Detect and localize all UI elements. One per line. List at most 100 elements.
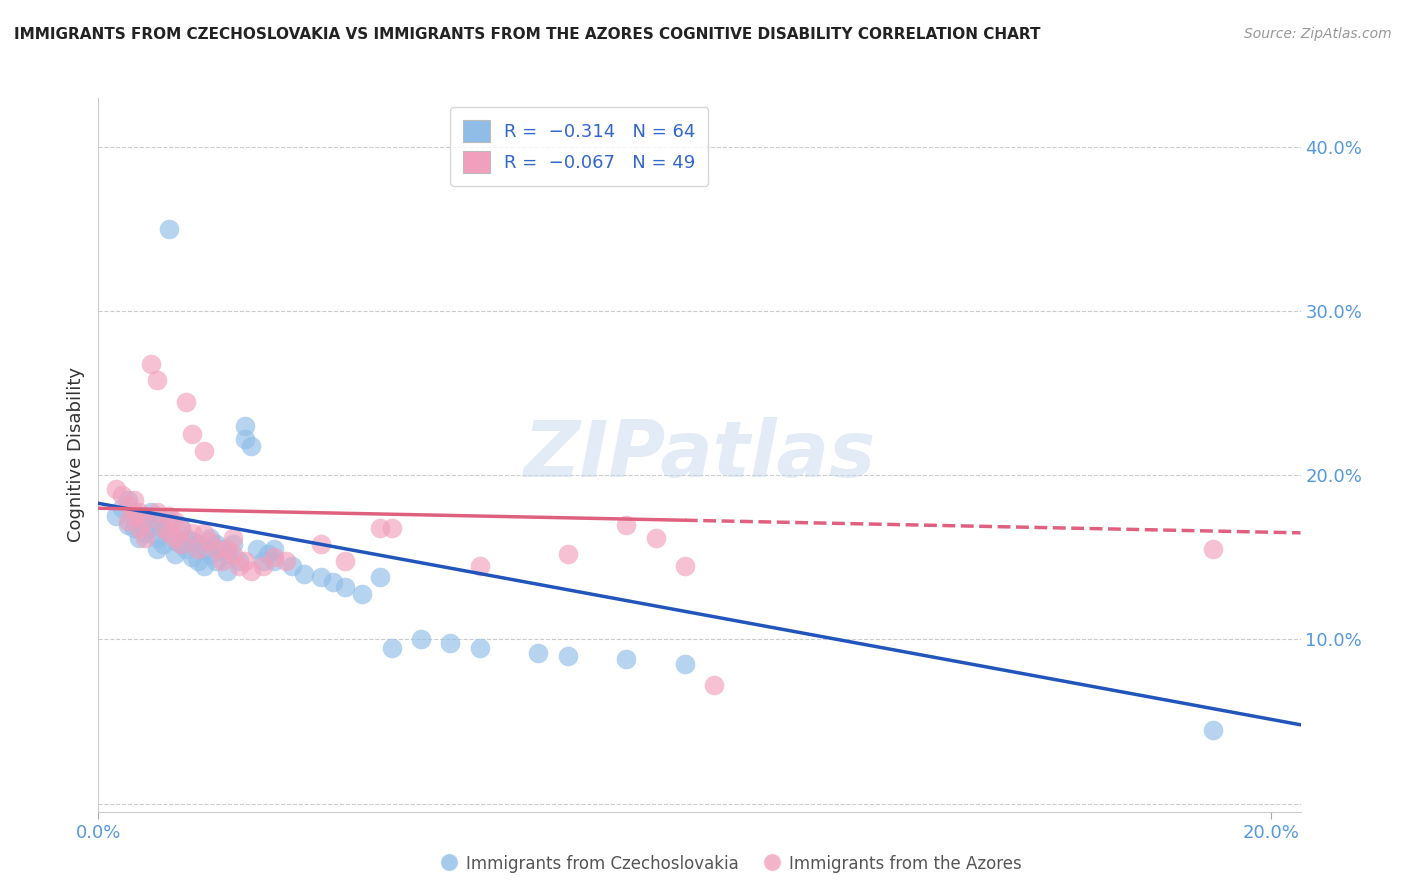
Point [193, 542, 215, 557]
Point [111, 501, 134, 516]
Point [281, 558, 304, 573]
Point [152, 521, 174, 535]
Point [222, 531, 245, 545]
Point [181, 550, 204, 565]
Point [187, 537, 209, 551]
Point [134, 531, 156, 545]
Point [381, 640, 404, 655]
Point [198, 534, 221, 549]
Point [309, 537, 332, 551]
Point [217, 564, 239, 578]
Point [673, 657, 696, 671]
Point [239, 439, 262, 453]
Point [128, 521, 150, 535]
Point [204, 542, 226, 557]
Point [333, 580, 356, 594]
Point [163, 531, 186, 545]
Point [176, 394, 198, 409]
Point [169, 537, 191, 551]
Point [352, 586, 374, 600]
Point [252, 558, 274, 573]
Point [176, 531, 198, 545]
Point [557, 648, 579, 663]
Point [409, 632, 432, 647]
Point [111, 488, 134, 502]
Point [187, 554, 209, 568]
Point [468, 640, 491, 655]
Point [134, 514, 156, 528]
Point [222, 547, 245, 561]
Point [228, 554, 250, 568]
Text: Source: ZipAtlas.com: Source: ZipAtlas.com [1244, 27, 1392, 41]
Point [228, 558, 250, 573]
Point [163, 547, 186, 561]
Point [181, 525, 204, 540]
Point [157, 509, 180, 524]
Point [157, 222, 180, 236]
Legend: Immigrants from Czechoslovakia, Immigrants from the Azores: Immigrants from Czechoslovakia, Immigran… [434, 848, 1028, 880]
Text: ZIPatlas: ZIPatlas [523, 417, 876, 493]
Point [128, 504, 150, 518]
Point [117, 498, 139, 512]
Point [557, 547, 579, 561]
Point [181, 534, 204, 549]
Point [146, 373, 169, 387]
Point [439, 636, 461, 650]
Point [117, 493, 139, 508]
Point [117, 517, 139, 532]
Point [222, 537, 245, 551]
Point [152, 521, 174, 535]
Point [1201, 723, 1223, 737]
Point [128, 514, 150, 528]
Point [141, 521, 163, 535]
Point [274, 554, 297, 568]
Point [368, 570, 391, 584]
Point [204, 537, 226, 551]
Point [187, 542, 209, 557]
Point [527, 646, 550, 660]
Point [134, 509, 156, 524]
Point [239, 564, 262, 578]
Point [163, 534, 186, 549]
Point [198, 547, 221, 561]
Point [146, 531, 169, 545]
Point [252, 554, 274, 568]
Point [614, 517, 637, 532]
Point [141, 357, 163, 371]
Point [1201, 542, 1223, 557]
Point [263, 542, 285, 557]
Point [193, 558, 215, 573]
Point [217, 542, 239, 557]
Point [198, 531, 221, 545]
Text: IMMIGRANTS FROM CZECHOSLOVAKIA VS IMMIGRANTS FROM THE AZORES COGNITIVE DISABILIT: IMMIGRANTS FROM CZECHOSLOVAKIA VS IMMIGR… [14, 27, 1040, 42]
Point [211, 542, 233, 557]
Point [105, 482, 128, 496]
Point [193, 443, 215, 458]
Point [322, 575, 344, 590]
Y-axis label: Cognitive Disability: Cognitive Disability [66, 368, 84, 542]
Point [146, 504, 169, 518]
Point [211, 554, 233, 568]
Point [152, 537, 174, 551]
Point [368, 521, 391, 535]
Point [468, 558, 491, 573]
Point [309, 570, 332, 584]
Point [233, 433, 256, 447]
Point [263, 550, 285, 565]
Point [204, 554, 226, 568]
Point [381, 521, 404, 535]
Point [169, 521, 191, 535]
Point [233, 554, 256, 568]
Point [644, 531, 666, 545]
Point [257, 547, 280, 561]
Legend: R =  −0.314   N = 64, R =  −0.067   N = 49: R = −0.314 N = 64, R = −0.067 N = 49 [450, 107, 709, 186]
Point [157, 525, 180, 540]
Point [176, 542, 198, 557]
Point [122, 493, 145, 508]
Point [122, 509, 145, 524]
Point [117, 514, 139, 528]
Point [122, 504, 145, 518]
Point [703, 678, 725, 692]
Point [246, 542, 269, 557]
Point [134, 525, 156, 540]
